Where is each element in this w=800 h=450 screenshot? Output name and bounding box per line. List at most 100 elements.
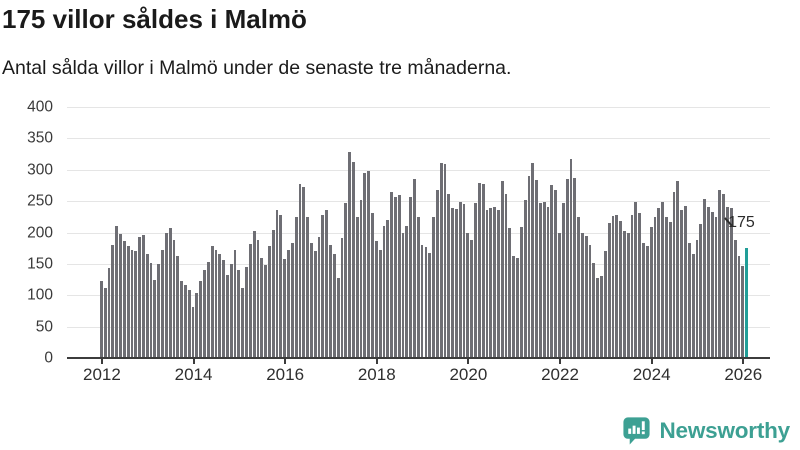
bar bbox=[416, 217, 420, 358]
bar bbox=[222, 260, 225, 358]
gridline-250 bbox=[67, 201, 770, 203]
bar bbox=[519, 227, 523, 358]
bar bbox=[252, 231, 256, 358]
x-tick-label: 2018 bbox=[357, 365, 396, 384]
brand-name: Newsworthy bbox=[659, 417, 790, 443]
bar bbox=[309, 243, 313, 358]
bar bbox=[241, 287, 245, 358]
bar bbox=[691, 254, 695, 358]
bar bbox=[214, 250, 218, 358]
gridline-400 bbox=[67, 107, 770, 108]
bar bbox=[695, 240, 699, 358]
bar bbox=[386, 219, 390, 358]
bar bbox=[729, 208, 733, 358]
bar bbox=[554, 189, 558, 358]
x-tick-label: 2020 bbox=[449, 365, 488, 384]
bar bbox=[298, 184, 302, 358]
bar bbox=[603, 250, 607, 358]
bar bbox=[302, 187, 306, 358]
bar bbox=[676, 181, 680, 358]
bar bbox=[122, 240, 126, 358]
bar bbox=[157, 263, 161, 358]
bar bbox=[497, 209, 500, 358]
bar bbox=[642, 243, 645, 358]
bar bbox=[138, 236, 141, 358]
bar bbox=[565, 179, 569, 358]
x-tick-2016 bbox=[284, 359, 287, 364]
bar bbox=[542, 202, 546, 358]
bar bbox=[225, 275, 229, 358]
y-tick-label: 350 bbox=[27, 129, 53, 147]
bar bbox=[267, 246, 271, 358]
bar-highlighted bbox=[745, 248, 748, 358]
bar bbox=[313, 250, 317, 358]
bar bbox=[306, 216, 309, 358]
bar bbox=[149, 262, 153, 358]
bar bbox=[260, 257, 264, 358]
bar bbox=[611, 215, 615, 358]
bar bbox=[550, 184, 554, 358]
bar bbox=[710, 212, 714, 358]
bar bbox=[588, 245, 592, 358]
bar bbox=[481, 183, 485, 358]
bar bbox=[336, 278, 340, 358]
bar bbox=[172, 240, 176, 358]
bar bbox=[523, 199, 527, 358]
bar bbox=[634, 201, 638, 358]
bar bbox=[600, 276, 603, 358]
y-tick-label: 400 bbox=[27, 98, 53, 116]
bar bbox=[596, 278, 600, 358]
x-axis bbox=[67, 357, 770, 359]
bar bbox=[401, 233, 405, 358]
gridline-350 bbox=[67, 138, 770, 140]
bar bbox=[531, 162, 535, 358]
x-tick-2018 bbox=[375, 359, 378, 364]
bar bbox=[210, 245, 214, 358]
x-tick-label: 2012 bbox=[82, 365, 121, 384]
x-tick-label: 2022 bbox=[541, 365, 579, 384]
bar bbox=[737, 255, 741, 358]
bar bbox=[413, 179, 416, 358]
bar bbox=[332, 254, 336, 358]
y-tick-label: 250 bbox=[27, 192, 53, 210]
bar bbox=[672, 191, 676, 358]
bar bbox=[623, 231, 626, 358]
bar bbox=[443, 164, 447, 358]
bar bbox=[451, 208, 455, 358]
bar bbox=[187, 290, 191, 358]
bar bbox=[470, 240, 474, 358]
bar bbox=[206, 261, 210, 358]
bar bbox=[485, 209, 489, 358]
x-tick-2012 bbox=[100, 359, 103, 364]
bar bbox=[474, 203, 477, 358]
y-tick-label: 0 bbox=[44, 349, 53, 367]
bar bbox=[199, 281, 203, 358]
bar bbox=[680, 209, 684, 358]
bar bbox=[119, 234, 122, 358]
bar bbox=[447, 194, 451, 358]
bar bbox=[264, 264, 267, 358]
bar bbox=[466, 232, 470, 358]
bar bbox=[329, 245, 332, 358]
bar bbox=[294, 216, 298, 358]
chart-subtitle: Antal sålda villor i Malmö under de sena… bbox=[2, 57, 512, 79]
y-tick-label: 200 bbox=[27, 223, 53, 241]
bar bbox=[684, 206, 687, 358]
bar bbox=[374, 240, 378, 358]
bar bbox=[626, 232, 630, 358]
x-tick-2026 bbox=[742, 359, 745, 364]
x-tick-label: 2024 bbox=[632, 365, 671, 384]
bar bbox=[558, 232, 561, 358]
bar bbox=[275, 209, 279, 358]
bar bbox=[424, 246, 428, 358]
bar bbox=[248, 243, 252, 358]
bar bbox=[164, 232, 168, 358]
bar bbox=[569, 159, 573, 358]
bar bbox=[718, 189, 722, 358]
bar bbox=[371, 213, 374, 358]
bar bbox=[577, 217, 581, 358]
bar bbox=[103, 288, 107, 358]
bar bbox=[141, 235, 145, 358]
bar bbox=[290, 243, 294, 358]
bar bbox=[615, 214, 619, 358]
